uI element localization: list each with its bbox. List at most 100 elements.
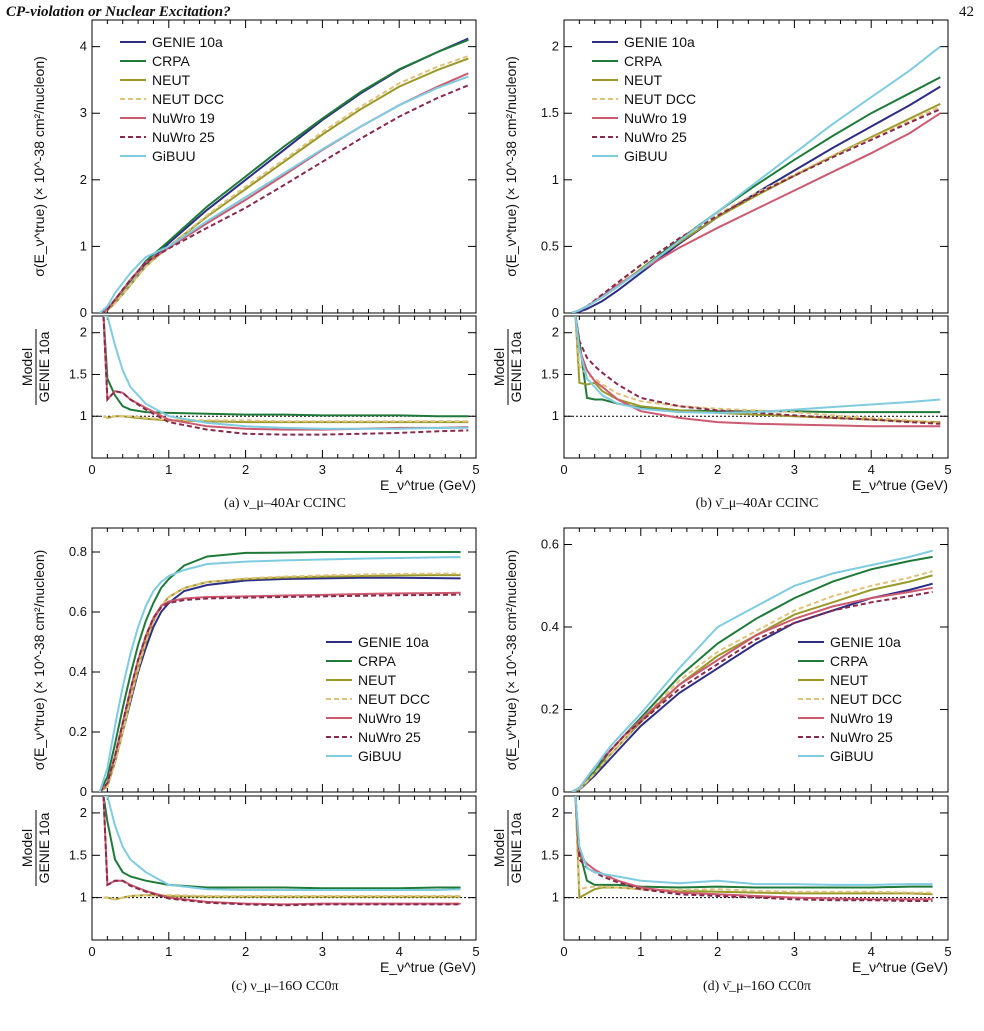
ratio-c-ytick-label: 1 [80, 890, 87, 905]
ratio-ylabel-b: Model GENIE 10a [491, 329, 524, 405]
legend-label: NuWro 19 [358, 710, 421, 726]
legend-label: NEUT [830, 672, 869, 688]
ratio-a-xtick-label: 5 [472, 462, 479, 477]
legend-label: NuWro 25 [830, 729, 893, 745]
legend-label: GiBUU [624, 148, 668, 164]
legend-label: GiBUU [358, 748, 402, 764]
ratio-d-ytick-label: 1.5 [541, 847, 559, 862]
xlabel-a: E_ν^true (GeV) [380, 477, 476, 493]
ratio-series-d-nuwro-19 [574, 796, 933, 901]
ratio-c-xtick-label: 4 [396, 944, 403, 959]
legend-label: GiBUU [152, 148, 196, 164]
ratio-ylabel-c: Model GENIE 10a [19, 810, 52, 886]
main-a-ytick-label: 0 [80, 305, 87, 320]
legend-label: GENIE 10a [624, 34, 695, 50]
ratio-d-ytick-label: 2 [552, 805, 559, 820]
legend-label: GENIE 10a [830, 634, 901, 650]
main-b-ytick-label: 2 [552, 39, 559, 54]
ratio-series-b-gibuu [574, 316, 941, 414]
main-d-ytick-label: 0.4 [541, 619, 559, 634]
main-a-ytick-label: 2 [80, 172, 87, 187]
main-a-frame [91, 19, 477, 314]
ratio-d-frame [563, 795, 949, 941]
main-d-frame [563, 527, 949, 793]
ratio-b-xtick-label: 5 [944, 462, 951, 477]
ratio-a-xtick-label: 2 [242, 462, 249, 477]
main-d-ytick-label: 0 [552, 784, 559, 799]
ratio-ylabel-top: Model [491, 829, 507, 867]
series-d-nuwro-19 [571, 586, 933, 792]
caption-d: (d) ν̄_μ–16O CC0π [703, 979, 811, 994]
chart-panel-b: 0 0.5 1 1.5 2 0 1 2 3 4 5 1 1.5 2 σ(E_ν^true) (× 10^-3… [491, 19, 952, 511]
series-d-gibuu [571, 549, 933, 792]
series-d-nuwro-25 [571, 590, 933, 792]
ratio-ylabel-top: Model [19, 829, 35, 867]
series-a-nuwro-25 [99, 84, 469, 313]
legend-label: NEUT [152, 72, 191, 88]
main-c-ytick-label: 0.4 [69, 664, 87, 679]
main-b-ytick-label: 1.5 [541, 105, 559, 120]
legend-b: GENIE 10a CRPA NEUT NEUT DCC NuWro 19 NuWro 2… [592, 34, 696, 164]
main-c-ytick-label: 0.6 [69, 604, 87, 619]
ratio-ylabel-a: Model GENIE 10a [19, 329, 52, 405]
series-c-neut-dcc [99, 572, 461, 792]
series-a-neut [99, 57, 469, 313]
ratio-ylabel-bottom: GENIE 10a [36, 812, 52, 883]
ratio-series-b-neut-dcc [574, 316, 941, 424]
legend-label: NEUT DCC [358, 691, 430, 707]
ratio-d-xtick-label: 1 [637, 944, 644, 959]
ratio-ylabel-bottom: GENIE 10a [508, 812, 524, 883]
ratio-a-frame [91, 315, 477, 459]
ratio-b-xtick-label: 0 [560, 462, 567, 477]
chart-panel-c: 0 0.2 0.4 0.6 0.8 0 1 2 3 4 5 1 1.5 2 σ(E_ν^true) (× 1… [19, 527, 480, 994]
legend-label: GENIE 10a [152, 34, 223, 50]
main-c-ytick-label: 0.8 [69, 544, 87, 559]
legend-label: NEUT [624, 72, 663, 88]
ratio-b-xtick-label: 1 [637, 462, 644, 477]
ratio-c-ytick-label: 2 [80, 805, 87, 820]
ratio-series-b-nuwro-25 [574, 316, 941, 425]
ratio-a-xtick-label: 4 [396, 462, 403, 477]
ratio-ylabel-d: Model GENIE 10a [491, 810, 524, 886]
legend-label: NEUT DCC [624, 91, 696, 107]
ratio-a-xtick-label: 3 [319, 462, 326, 477]
legend-label: NEUT DCC [152, 91, 224, 107]
ratio-c-ytick-label: 1.5 [69, 847, 87, 862]
ratio-ylabel-bottom: GENIE 10a [508, 331, 524, 402]
series-c-nuwro-25 [98, 593, 461, 792]
legend-label: NuWro 25 [152, 129, 215, 145]
page-number: 42 [959, 4, 974, 20]
ratio-d-xtick-label: 5 [944, 944, 951, 959]
legend-label: CRPA [152, 53, 191, 69]
ratio-series-d-neut-dcc [574, 796, 933, 894]
ratio-b-xtick-label: 2 [714, 462, 721, 477]
caption-c: (c) ν_μ–16O CC0π [231, 979, 338, 994]
ratio-d-xtick-label: 3 [791, 944, 798, 959]
ratio-d-xtick-label: 0 [560, 944, 567, 959]
ratio-c-xtick-label: 1 [165, 944, 172, 959]
legend-label: NuWro 19 [152, 110, 215, 126]
legend-label: CRPA [358, 653, 397, 669]
xlabel-c: E_ν^true (GeV) [380, 959, 476, 975]
legend-label: NEUT [358, 672, 397, 688]
series-c-genie-10a [99, 576, 461, 792]
ratio-series-d-nuwro-25 [574, 796, 933, 902]
ratio-c-xtick-label: 0 [88, 944, 95, 959]
main-a-ytick-label: 3 [80, 105, 87, 120]
ratio-c-xtick-label: 2 [242, 944, 249, 959]
legend-d: GENIE 10a CRPA NEUT NEUT DCC NuWro 19 NuWro 2… [798, 634, 902, 764]
ratio-c-xtick-label: 3 [319, 944, 326, 959]
ratio-a-xtick-label: 1 [165, 462, 172, 477]
series-d-neut-dcc [571, 570, 933, 792]
series-c-gibuu [98, 556, 461, 792]
ratio-b-frame [563, 315, 949, 459]
series-d-crpa [571, 555, 933, 792]
ratio-series-a-neut-dcc [103, 415, 469, 423]
ratio-series-c-nuwro-25 [102, 796, 461, 907]
ratio-b-ytick-label: 1 [552, 408, 559, 423]
caption-a: (a) ν_μ–40Ar CCINC [224, 496, 346, 511]
ratio-ylabel-top: Model [491, 348, 507, 386]
legend-label: NuWro 25 [358, 729, 421, 745]
legend-label: CRPA [830, 653, 869, 669]
